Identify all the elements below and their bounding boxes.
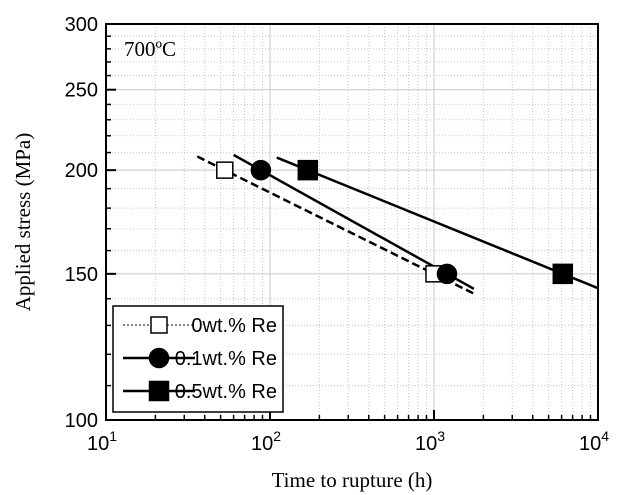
- y-tick-label: 300: [65, 14, 98, 36]
- x-tick-label: 103: [415, 428, 445, 455]
- data-markers: [216, 159, 574, 285]
- x-tick-label: 101: [87, 428, 117, 455]
- x-tick-label-base: 10: [87, 433, 109, 455]
- data-point: [250, 159, 272, 181]
- x-axis-label: Time to rupture (h): [272, 468, 433, 492]
- y-tick-label: 150: [65, 264, 98, 286]
- series-fit-line: [276, 156, 599, 290]
- legend-marker: [150, 316, 168, 334]
- legend-label: 0wt.% Re: [191, 315, 277, 337]
- x-tick-label-exponent: 1: [109, 428, 117, 444]
- data-point: [297, 159, 319, 181]
- legend-marker: [148, 380, 170, 402]
- x-tick-label-base: 10: [251, 433, 273, 455]
- y-tick-label: 250: [65, 80, 98, 102]
- x-tick-label: 102: [251, 428, 281, 455]
- x-tick-label-exponent: 3: [437, 428, 445, 444]
- y-tick-label: 200: [65, 160, 98, 182]
- legend: 0wt.% Re 0.1wt.% Re 0.5wt.% Re: [112, 305, 284, 413]
- legend-label: 0.1wt.% Re: [175, 348, 277, 370]
- plot-frame: [105, 23, 599, 421]
- legend-label: 0.5wt.% Re: [175, 381, 277, 403]
- x-tick-label-base: 10: [579, 433, 601, 455]
- x-tick-label-exponent: 4: [601, 428, 609, 444]
- data-point: [216, 161, 234, 179]
- y-tick-label: 100: [65, 410, 98, 432]
- data-point: [436, 263, 458, 285]
- x-tick-label-base: 10: [415, 433, 437, 455]
- x-tick-label-exponent: 2: [273, 428, 281, 444]
- legend-marker: [148, 347, 170, 369]
- temperature-annotation: 700ºC: [124, 37, 176, 61]
- grid: [106, 24, 598, 420]
- x-tick-label: 104: [579, 428, 609, 455]
- data-point: [552, 263, 574, 285]
- y-axis-label: Applied stress (MPa): [11, 133, 35, 311]
